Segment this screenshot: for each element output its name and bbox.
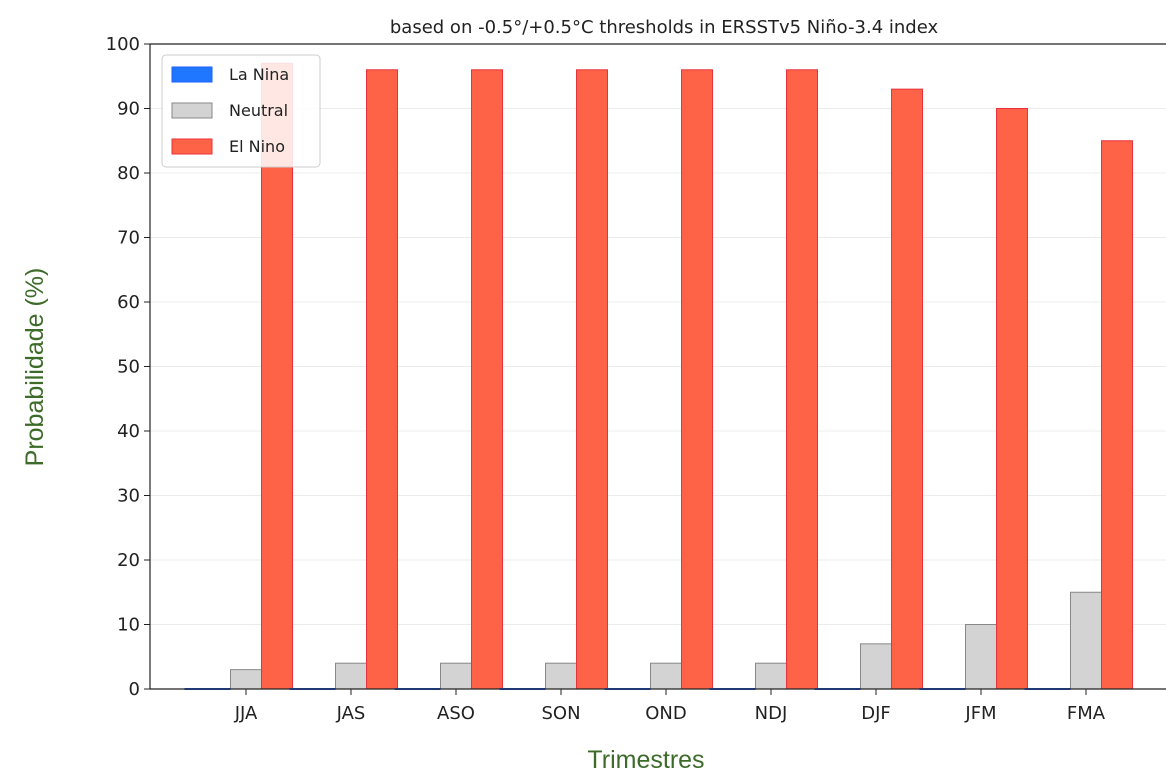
y-tick-label: 100 [106,34,140,55]
bar-neutral-son [545,662,577,690]
bar-neutral-djf [860,643,892,690]
y-tick-label: 70 [117,228,140,249]
x-tick-label-fma: FMA [1067,703,1106,724]
x-tick-label-jja: JJA [234,703,258,724]
y-tick-label: 40 [117,421,140,442]
legend: La Nina Neutral El Nino [161,54,321,168]
y-tick-label: 30 [117,486,140,507]
y-tick-label: 10 [117,615,140,636]
legend-swatch-la-nina [171,66,213,83]
x-tick-label-jas: JAS [336,703,366,724]
bar-el-nino-son [576,69,608,690]
bar-neutral-jja [230,669,262,690]
bar-el-nino-jas [366,69,398,690]
bar-neutral-aso [440,662,472,690]
x-axis-label: Trimestres [587,746,704,774]
bar-el-nino-ndj [786,69,818,690]
bar-neutral-jfm [965,624,997,690]
x-tick-label-ndj: NDJ [755,703,788,724]
x-tick-label-son: SON [541,703,580,724]
bars [184,62,1133,690]
bar-neutral-ond [650,662,682,690]
bar-el-nino-djf [891,88,923,690]
y-tick-label: 0 [129,679,140,700]
x-tick-label-aso: ASO [437,703,475,724]
y-tick-label: 50 [117,357,140,378]
y-tick-label: 90 [117,99,140,120]
legend-swatch-neutral [171,102,213,119]
legend-label-el-nino: El Nino [229,137,285,156]
bar-el-nino-aso [471,69,503,690]
y-tick-labels: 0 10 20 30 40 50 60 70 80 90 100 [106,34,150,700]
chart-title: based on -0.5°/+0.5°C thresholds in ERSS… [390,17,939,38]
bar-el-nino-jfm [996,108,1028,690]
y-axis-label: Probabilidade (%) [21,268,49,467]
legend-label-neutral: Neutral [229,101,288,120]
bar-el-nino-fma [1101,140,1133,690]
y-tick-label: 60 [117,292,140,313]
x-tick-label-ond: OND [645,703,687,724]
bar-el-nino-ond [681,69,713,690]
x-tick-labels: JJA JAS ASO SON OND NDJ DJF JFM FMA [234,689,1106,724]
y-tick-label: 80 [117,163,140,184]
bar-neutral-ndj [755,662,787,690]
legend-label-la-nina: La Nina [229,65,289,84]
legend-swatch-el-nino [171,138,213,155]
x-tick-label-jfm: JFM [964,703,996,724]
bar-neutral-jas [335,662,367,690]
y-tick-label: 20 [117,550,140,571]
bar-neutral-fma [1070,591,1102,690]
x-tick-label-djf: DJF [861,703,891,724]
